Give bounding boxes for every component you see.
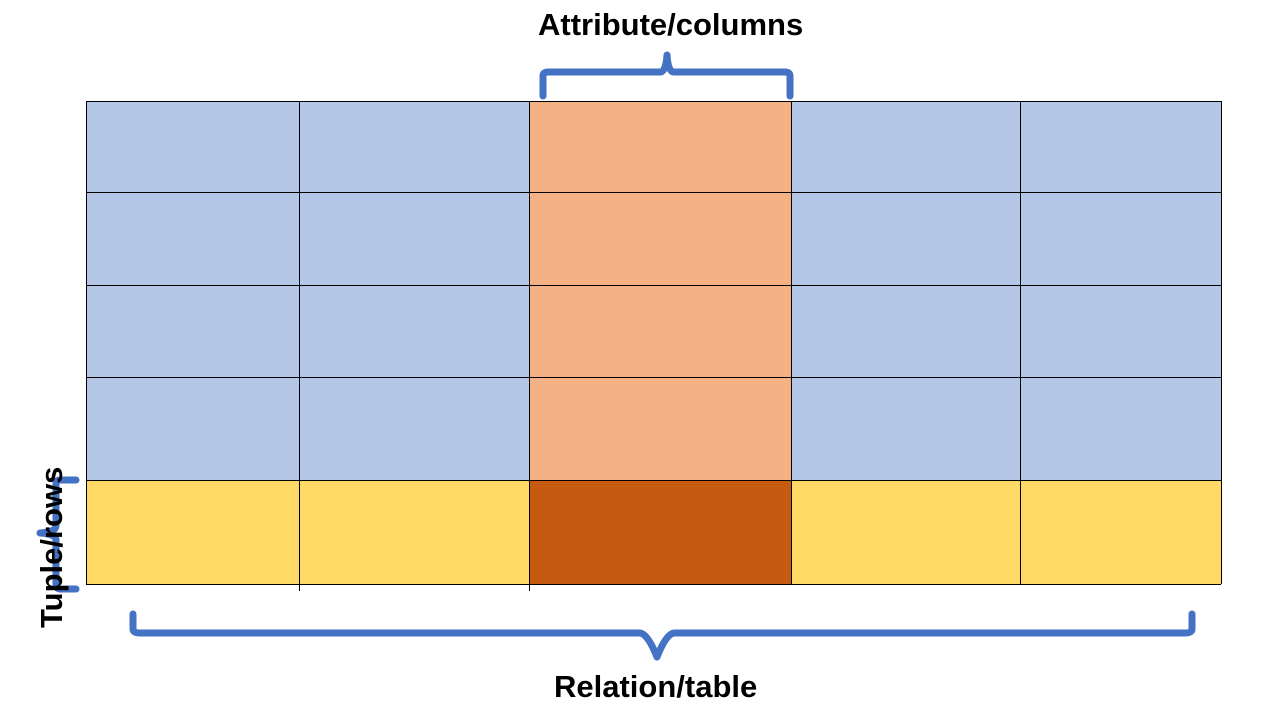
relation-brace bbox=[129, 610, 1196, 661]
table-cell-r3-c1 bbox=[86, 285, 299, 377]
table-cell-r2-c2 bbox=[299, 192, 529, 285]
table-cell-r2-c5 bbox=[1020, 192, 1221, 285]
table-cell-r3-c5 bbox=[1020, 285, 1221, 377]
attribute-brace bbox=[539, 51, 794, 100]
table-cell-r5-c1 bbox=[86, 480, 299, 584]
table-cells bbox=[86, 101, 1221, 584]
table-grid-lines bbox=[86, 101, 1222, 591]
table-cell-r4-c5 bbox=[1020, 377, 1221, 480]
table-cell-r5-c4 bbox=[791, 480, 1020, 584]
table-cell-r2-c4 bbox=[791, 192, 1020, 285]
table-cell-r1-c5 bbox=[1020, 101, 1221, 192]
table-cell-r5-c5 bbox=[1020, 480, 1221, 584]
table-cell-r5-c2 bbox=[299, 480, 529, 584]
table-cell-r4-c2 bbox=[299, 377, 529, 480]
tuple-rows-label: Tuple/rows bbox=[34, 466, 69, 628]
attribute-columns-label: Attribute/columns bbox=[538, 7, 804, 42]
table-cell-r1-c4 bbox=[791, 101, 1020, 192]
table-cell-r1-c2 bbox=[299, 101, 529, 192]
table-cell-r4-c4 bbox=[791, 377, 1020, 480]
tuple-brace bbox=[36, 476, 80, 593]
table-cell-r1-c1 bbox=[86, 101, 299, 192]
table-cell-r3-c4 bbox=[791, 285, 1020, 377]
table-cell-r5-c3 bbox=[529, 480, 791, 584]
table-cell-r4-c1 bbox=[86, 377, 299, 480]
table-cell-r2-c3 bbox=[529, 192, 791, 285]
table-cell-r2-c1 bbox=[86, 192, 299, 285]
table-cell-r1-c3 bbox=[529, 101, 791, 192]
table-cell-r4-c3 bbox=[529, 377, 791, 480]
table-cell-r3-c2 bbox=[299, 285, 529, 377]
relation-table-label: Relation/table bbox=[554, 669, 758, 704]
table-cell-r3-c3 bbox=[529, 285, 791, 377]
